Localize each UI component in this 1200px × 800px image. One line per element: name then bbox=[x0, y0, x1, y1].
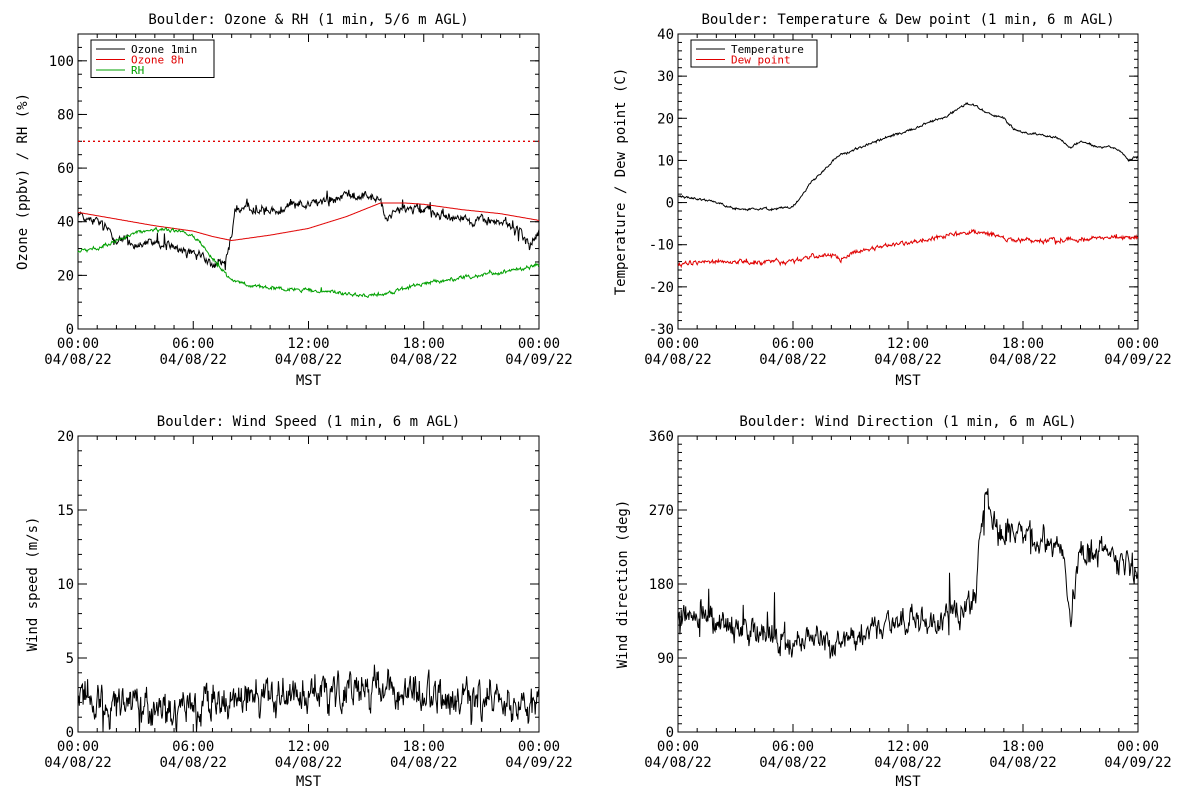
panel-wind-speed: Boulder: Wind Speed (1 min, 6 m AGL) Win… bbox=[25, 414, 573, 790]
legend-box bbox=[690, 39, 818, 68]
y-tick-label: 20 bbox=[57, 429, 74, 445]
y-tick-label: -20 bbox=[649, 280, 674, 296]
y-tick-label: 10 bbox=[57, 577, 74, 593]
y-tick-label: 90 bbox=[657, 651, 674, 667]
series-line bbox=[677, 228, 1139, 269]
x-tick-label: 12:00 bbox=[287, 739, 329, 755]
y-tick-label: 40 bbox=[57, 215, 74, 231]
x-tick-label: 12:00 bbox=[887, 739, 929, 755]
y-axis-label: Wind direction (deg) bbox=[615, 500, 631, 669]
y-tick-label: 80 bbox=[57, 107, 74, 123]
x-tick-label: 04/09/22 bbox=[1104, 352, 1171, 368]
plot-frame bbox=[77, 435, 540, 733]
legend-label: RH bbox=[131, 64, 144, 77]
y-axis-label: Ozone (ppbv) / RH (%) bbox=[15, 93, 31, 270]
x-tick-label: 04/08/22 bbox=[44, 352, 111, 368]
y-tick-label: 270 bbox=[649, 503, 674, 519]
x-tick-label: 04/08/22 bbox=[160, 755, 227, 771]
x-tick-label: 00:00 bbox=[518, 336, 560, 352]
plot-frame bbox=[677, 33, 1139, 330]
x-tick-label: 00:00 bbox=[1117, 336, 1159, 352]
x-tick-label: 00:00 bbox=[657, 739, 699, 755]
x-tick-label: 04/08/22 bbox=[160, 352, 227, 368]
panel-temperature-dewpoint: Boulder: Temperature & Dew point (1 min,… bbox=[613, 12, 1172, 389]
x-tick-label: 04/09/22 bbox=[1104, 755, 1171, 771]
series-line bbox=[77, 202, 540, 242]
x-tick-label: 04/08/22 bbox=[874, 755, 941, 771]
x-tick-label: 18:00 bbox=[1002, 336, 1044, 352]
legend-label: Ozone 8h bbox=[131, 54, 184, 67]
x-tick-label: 18:00 bbox=[1002, 739, 1044, 755]
x-tick-label: 04/09/22 bbox=[505, 755, 572, 771]
x-tick-label: 04/08/22 bbox=[44, 755, 111, 771]
series-line bbox=[677, 488, 1139, 659]
y-tick-label: 20 bbox=[657, 111, 674, 127]
x-tick-label: 12:00 bbox=[887, 336, 929, 352]
x-tick-label: 00:00 bbox=[57, 739, 99, 755]
x-tick-label: 04/08/22 bbox=[275, 755, 342, 771]
x-tick-label: 18:00 bbox=[403, 739, 445, 755]
x-tick-label: 04/08/22 bbox=[759, 755, 826, 771]
y-axis-label: Temperature / Dew point (C) bbox=[613, 68, 629, 296]
plot-frame bbox=[677, 435, 1139, 733]
x-tick-label: 04/09/22 bbox=[505, 352, 572, 368]
y-tick-label: 0 bbox=[66, 322, 74, 338]
panel-ozone-rh: Boulder: Ozone & RH (1 min, 5/6 m AGL) O… bbox=[15, 12, 573, 389]
y-tick-label: -30 bbox=[649, 322, 674, 338]
x-tick-label: 12:00 bbox=[287, 336, 329, 352]
x-tick-label: 04/08/22 bbox=[275, 352, 342, 368]
x-tick-label: 00:00 bbox=[1117, 739, 1159, 755]
x-tick-label: 18:00 bbox=[403, 336, 445, 352]
y-tick-label: 180 bbox=[649, 577, 674, 593]
x-axis-label: MST bbox=[296, 774, 322, 790]
y-tick-label: 40 bbox=[657, 27, 674, 43]
x-tick-label: 04/08/22 bbox=[874, 352, 941, 368]
x-tick-label: 04/08/22 bbox=[644, 352, 711, 368]
chart-title: Boulder: Ozone & RH (1 min, 5/6 m AGL) bbox=[148, 12, 468, 28]
chart-title: Boulder: Temperature & Dew point (1 min,… bbox=[701, 12, 1114, 28]
x-axis-label: MST bbox=[296, 373, 322, 389]
chart-title: Boulder: Wind Speed (1 min, 6 m AGL) bbox=[157, 414, 460, 430]
panel-wind-direction: Boulder: Wind Direction (1 min, 6 m AGL)… bbox=[615, 414, 1172, 790]
y-axis-label: Wind speed (m/s) bbox=[25, 517, 41, 652]
x-tick-label: 04/08/22 bbox=[390, 352, 457, 368]
y-tick-label: 30 bbox=[657, 69, 674, 85]
x-tick-label: 04/08/22 bbox=[989, 352, 1056, 368]
x-tick-label: 04/08/22 bbox=[390, 755, 457, 771]
legend-label: Temperature bbox=[731, 43, 804, 56]
x-tick-label: 00:00 bbox=[657, 336, 699, 352]
series-line bbox=[77, 189, 540, 271]
x-tick-label: 00:00 bbox=[518, 739, 560, 755]
x-tick-label: 04/08/22 bbox=[644, 755, 711, 771]
series-line bbox=[77, 226, 540, 299]
x-tick-label: 04/08/22 bbox=[989, 755, 1056, 771]
legend-box bbox=[90, 39, 215, 78]
series-line bbox=[77, 664, 540, 733]
x-tick-label: 06:00 bbox=[172, 336, 214, 352]
y-tick-label: 20 bbox=[57, 268, 74, 284]
series-line bbox=[677, 102, 1139, 212]
legend-label: Ozone 1min bbox=[131, 43, 197, 56]
x-axis-label: MST bbox=[895, 373, 921, 389]
y-tick-label: 100 bbox=[49, 54, 74, 70]
x-axis-label: MST bbox=[895, 774, 921, 790]
y-tick-label: 10 bbox=[657, 153, 674, 169]
x-tick-label: 04/08/22 bbox=[759, 352, 826, 368]
y-tick-label: 0 bbox=[666, 196, 674, 212]
plot-frame bbox=[77, 33, 540, 330]
x-tick-label: 00:00 bbox=[57, 336, 99, 352]
legend-label: Dew point bbox=[731, 54, 791, 67]
y-tick-label: 0 bbox=[666, 725, 674, 741]
y-tick-label: 15 bbox=[57, 503, 74, 519]
y-tick-label: 60 bbox=[57, 161, 74, 177]
y-tick-label: 5 bbox=[66, 651, 74, 667]
x-tick-label: 06:00 bbox=[772, 739, 814, 755]
y-tick-label: 0 bbox=[66, 725, 74, 741]
chart-title: Boulder: Wind Direction (1 min, 6 m AGL) bbox=[739, 414, 1076, 430]
y-tick-label: 360 bbox=[649, 429, 674, 445]
y-tick-label: -10 bbox=[649, 238, 674, 254]
x-tick-label: 06:00 bbox=[772, 336, 814, 352]
x-tick-label: 06:00 bbox=[172, 739, 214, 755]
